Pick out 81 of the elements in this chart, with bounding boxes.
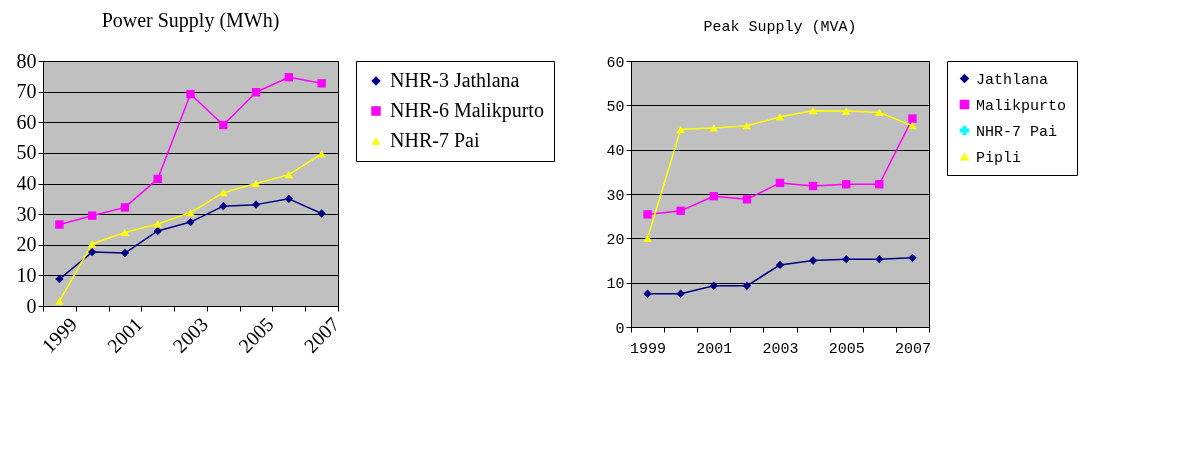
point: [676, 289, 685, 298]
chart-title: Peak Supply (MVA): [703, 19, 857, 36]
point: [219, 201, 228, 211]
y-tick-label: 50: [606, 98, 625, 116]
point: [55, 274, 64, 284]
point: [87, 247, 97, 257]
point: [676, 206, 685, 216]
y-tick-label: 10: [606, 276, 625, 294]
chart-title: Power Supply (MWh): [101, 9, 280, 32]
y-tick-label: 0: [615, 320, 625, 338]
point: [284, 171, 294, 179]
point: [317, 150, 326, 158]
y-tick-label: 30: [606, 187, 625, 205]
y-tick-label: 10: [16, 263, 37, 286]
point: [908, 122, 917, 130]
point: [875, 180, 884, 189]
point: [251, 88, 261, 97]
point: [709, 124, 718, 132]
point: [186, 208, 195, 217]
y-tick-label: 20: [606, 231, 625, 249]
point: [219, 120, 228, 130]
point: [186, 217, 195, 227]
y-tick-label: 40: [16, 172, 37, 194]
point: [317, 79, 326, 88]
y-tick-label: 40: [606, 143, 625, 161]
point: [742, 122, 752, 130]
point: [775, 260, 785, 270]
point: [908, 114, 917, 123]
y-tick-label: 50: [16, 141, 37, 164]
point: [676, 125, 685, 133]
y-tick-label: 70: [16, 80, 37, 103]
point: [153, 174, 162, 184]
point: [875, 254, 884, 264]
point: [742, 281, 752, 290]
point: [219, 189, 228, 197]
point: [742, 195, 752, 204]
legend-label: Jathlana: [976, 71, 1049, 89]
x-tick-label: 2003: [762, 340, 799, 358]
point: [875, 108, 884, 117]
point: [908, 253, 917, 263]
point: [775, 178, 785, 188]
point: [842, 180, 851, 189]
point: [120, 203, 130, 212]
point: [284, 73, 294, 82]
point: [842, 254, 851, 264]
y-tick-label: 80: [16, 49, 37, 72]
point: [643, 234, 652, 242]
point: [643, 210, 652, 219]
point: [153, 220, 162, 228]
point: [709, 281, 718, 290]
point: [186, 89, 195, 99]
point: [55, 220, 64, 229]
point: [251, 179, 261, 188]
legend-label: NHR-3 Jathlana: [390, 69, 520, 91]
y-tick-label: 60: [606, 54, 625, 72]
point: [317, 209, 326, 218]
point: [808, 107, 818, 115]
legend-label: Pipli: [976, 149, 1022, 167]
y-tick-label: 60: [16, 110, 37, 133]
point: [808, 181, 818, 191]
point: [251, 200, 261, 209]
point: [55, 297, 64, 305]
point: [643, 289, 652, 298]
x-tick-label: 2005: [828, 340, 865, 358]
point: [709, 192, 718, 201]
y-tick-label: 0: [26, 294, 37, 317]
legend-label: NHR-7 Pai: [976, 123, 1058, 141]
y-tick-label: 30: [16, 202, 37, 225]
x-tick-label: 1999: [630, 340, 667, 358]
point: [120, 228, 130, 237]
legend-label: NHR-7 Pai: [390, 129, 480, 151]
point: [87, 211, 97, 220]
point: [120, 248, 130, 258]
y-tick-label: 20: [16, 233, 37, 256]
x-tick-label: 2007: [894, 340, 931, 358]
point: [808, 256, 818, 265]
point: [842, 107, 851, 115]
point: [284, 194, 294, 203]
legend-label: Malikpurto: [976, 97, 1067, 115]
x-tick-label: 2001: [696, 340, 733, 358]
legend-label: NHR-6 Malikpurto: [390, 99, 544, 122]
